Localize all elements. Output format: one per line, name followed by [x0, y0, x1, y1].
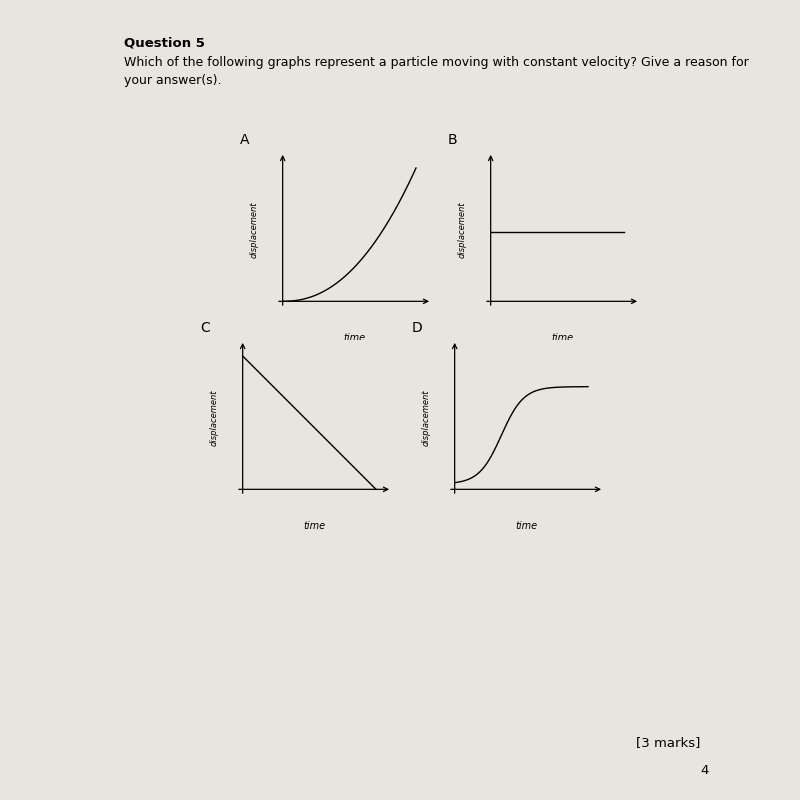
Text: time: time	[303, 521, 325, 531]
Text: time: time	[343, 333, 365, 343]
Text: Which of the following graphs represent a particle moving with constant velocity: Which of the following graphs represent …	[124, 56, 749, 69]
Text: your answer(s).: your answer(s).	[124, 74, 222, 86]
Text: A: A	[240, 133, 250, 147]
Text: time: time	[551, 333, 573, 343]
Text: B: B	[448, 133, 458, 147]
Text: displacement: displacement	[458, 202, 466, 258]
Text: [3 marks]: [3 marks]	[636, 736, 700, 749]
Text: Question 5: Question 5	[124, 36, 205, 49]
Text: 4: 4	[700, 765, 708, 778]
Text: displacement: displacement	[422, 390, 430, 446]
Text: C: C	[200, 321, 210, 335]
Text: D: D	[412, 321, 422, 335]
Text: displacement: displacement	[250, 202, 258, 258]
Text: time: time	[515, 521, 537, 531]
Text: displacement: displacement	[210, 390, 218, 446]
